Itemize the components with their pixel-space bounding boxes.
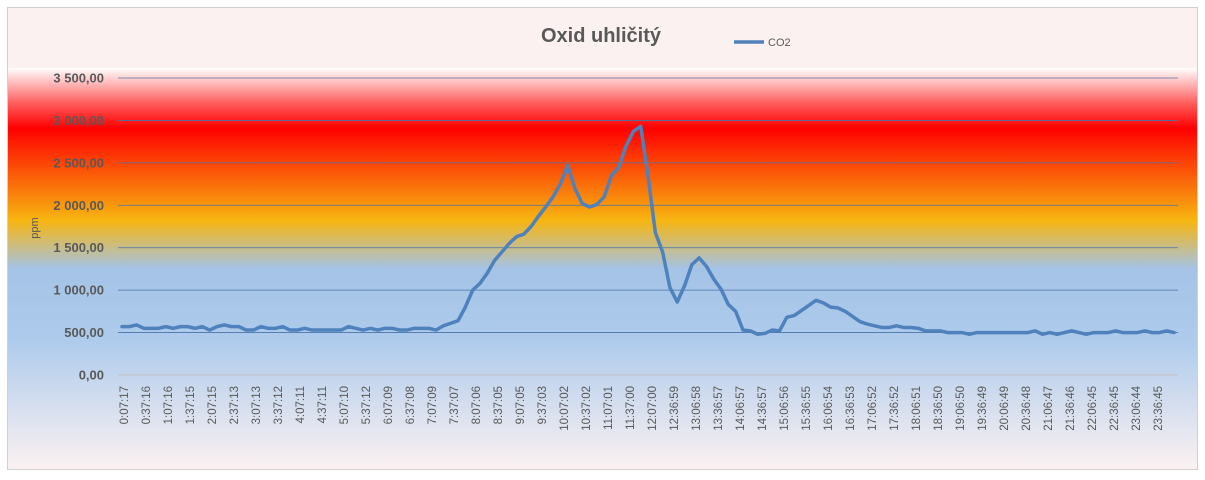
x-tick-label: 5:07:10 bbox=[339, 386, 351, 424]
x-tick-label: 17:06:52 bbox=[867, 386, 879, 431]
x-tick-label: 1:37:15 bbox=[185, 386, 197, 424]
y-tick-label: 1 000,00 bbox=[53, 283, 104, 298]
series-line-co2 bbox=[120, 124, 1176, 337]
x-tick-label: 6:37:08 bbox=[405, 386, 417, 424]
x-tick-label: 12:07:00 bbox=[647, 386, 659, 431]
chart-title: Oxid uhličitý bbox=[541, 25, 662, 47]
y-tick-label: 2 500,00 bbox=[53, 155, 104, 170]
x-tick-label: 0:37:16 bbox=[141, 386, 153, 424]
x-tick-label: 3:07:13 bbox=[251, 386, 263, 424]
y-axis-tick-labels: 0,00 500,00 1 000,00 1 500,00 2 000,00 2 500,… bbox=[53, 71, 104, 383]
x-tick-label: 12:36:59 bbox=[669, 386, 681, 431]
x-tick-label: 18:06:51 bbox=[911, 386, 923, 431]
x-tick-label: 1:07:16 bbox=[163, 386, 175, 424]
y-tick-label: 3 500,00 bbox=[53, 71, 104, 86]
x-tick-label: 2:07:15 bbox=[207, 386, 219, 424]
x-tick-label: 14:36:57 bbox=[757, 386, 769, 431]
x-tick-label: 10:37:02 bbox=[581, 386, 593, 431]
x-tick-label: 19:06:50 bbox=[955, 386, 967, 431]
gridlines bbox=[118, 77, 1178, 376]
y-tick-label: 2 000,00 bbox=[53, 198, 104, 213]
y-tick-label: 1 500,00 bbox=[53, 240, 104, 255]
y-axis-label: ppm bbox=[29, 217, 41, 238]
x-tick-label: 3:37:12 bbox=[273, 386, 285, 424]
x-tick-label: 4:07:11 bbox=[295, 386, 307, 424]
legend-label-co2: CO2 bbox=[768, 37, 791, 49]
x-tick-label: 20:06:49 bbox=[999, 386, 1011, 431]
x-tick-label: 11:07:01 bbox=[603, 386, 615, 430]
x-tick-label: 18:36:50 bbox=[933, 386, 945, 431]
x-tick-label: 16:06:54 bbox=[823, 385, 835, 430]
x-tick-label: 23:36:45 bbox=[1153, 386, 1165, 431]
x-tick-label: 14:06:57 bbox=[735, 386, 747, 431]
x-tick-label: 6:07:09 bbox=[383, 386, 395, 424]
x-tick-label: 23:06:44 bbox=[1131, 385, 1143, 430]
x-axis-tick-labels: 0:07:17 0:37:16 1:07:16 1:37:15 2:07:15 2:37:… bbox=[119, 385, 1165, 430]
x-tick-label: 22:36:45 bbox=[1109, 386, 1121, 431]
x-tick-label: 0:07:17 bbox=[119, 386, 131, 424]
y-tick-label: 3 000,00 bbox=[53, 113, 104, 128]
x-tick-label: 8:37:05 bbox=[493, 386, 505, 424]
x-tick-label: 17:36:52 bbox=[889, 386, 901, 431]
x-tick-label: 21:36:46 bbox=[1065, 386, 1077, 431]
x-tick-label: 13:06:58 bbox=[691, 386, 703, 431]
x-tick-label: 11:37:00 bbox=[625, 386, 637, 430]
x-tick-label: 7:37:07 bbox=[449, 386, 461, 424]
plot-background bbox=[8, 68, 1197, 469]
x-tick-label: 15:06:56 bbox=[779, 386, 791, 431]
x-tick-label: 13:36:57 bbox=[713, 386, 725, 431]
x-tick-label: 15:36:55 bbox=[801, 386, 813, 431]
x-tick-label: 8:07:06 bbox=[471, 386, 483, 424]
x-tick-label: 10:07:02 bbox=[559, 386, 571, 431]
y-tick-label: 0,00 bbox=[79, 368, 104, 383]
x-tick-label: 9:37:03 bbox=[537, 386, 549, 424]
x-tick-label: 5:37:12 bbox=[361, 386, 373, 424]
x-tick-label: 19:36:49 bbox=[977, 386, 989, 431]
y-tick-label: 500,00 bbox=[64, 325, 104, 340]
x-tick-label: 9:07:05 bbox=[515, 386, 527, 424]
x-tick-label: 16:36:53 bbox=[845, 386, 857, 431]
x-tick-label: 2:37:13 bbox=[229, 386, 241, 424]
x-tick-label: 21:06:47 bbox=[1043, 386, 1055, 431]
x-tick-label: 4:37:11 bbox=[317, 386, 329, 424]
x-tick-label: 22:06:45 bbox=[1087, 386, 1099, 431]
x-tick-label: 20:36:48 bbox=[1021, 386, 1033, 431]
x-tick-label: 7:07:09 bbox=[427, 386, 439, 424]
